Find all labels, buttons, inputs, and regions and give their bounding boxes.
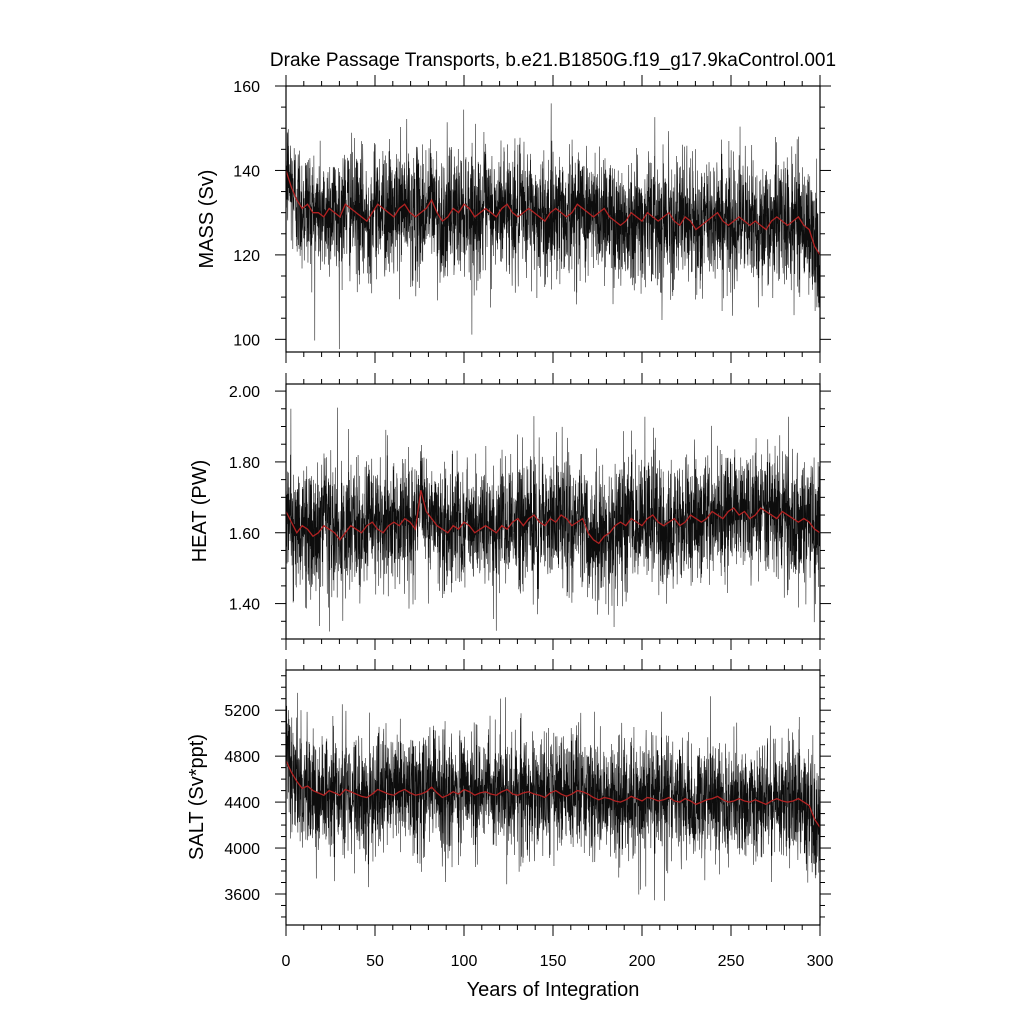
mass-panel: 100 120 140 160 MASS (Sv) bbox=[196, 75, 831, 363]
salt-ylabel: SALT (Sv*ppt) bbox=[186, 734, 208, 860]
x-tick-labels: 0 50 100 150 200 250 300 bbox=[282, 953, 834, 970]
heat-ylabel: HEAT (PW) bbox=[189, 460, 211, 563]
mass-ylabel: MASS (Sv) bbox=[196, 170, 218, 269]
salt-axis-ticks: 3600 4000 4400 4800 5200 bbox=[224, 659, 831, 936]
heat-axis-ticks: 1.40 1.60 1.80 2.00 bbox=[229, 373, 831, 650]
mass-annual-mean-line bbox=[285, 170, 821, 256]
x-axis-label: Years of Integration bbox=[467, 979, 640, 1001]
salt-ytick-label: 4400 bbox=[224, 795, 260, 812]
xtick-label: 50 bbox=[366, 953, 384, 970]
heat-ytick-label: 1.60 bbox=[229, 526, 260, 543]
salt-ytick-label: 4800 bbox=[224, 749, 260, 766]
heat-ytick-label: 1.80 bbox=[229, 455, 260, 472]
heat-ytick-label: 2.00 bbox=[229, 384, 260, 401]
salt-ytick-label: 5200 bbox=[224, 703, 260, 720]
heat-panel: 1.40 1.60 1.80 2.00 HEAT (PW) bbox=[189, 373, 831, 650]
salt-ytick-label: 4000 bbox=[224, 841, 260, 858]
xtick-label: 0 bbox=[282, 953, 291, 970]
salt-panel: 3600 4000 4400 4800 5200 SALT (Sv*ppt) bbox=[186, 659, 831, 936]
xtick-label: 200 bbox=[629, 953, 656, 970]
heat-ytick-label: 1.40 bbox=[229, 597, 260, 614]
salt-monthly-line bbox=[285, 692, 821, 901]
mass-ytick-label: 100 bbox=[233, 332, 260, 349]
salt-annual-mean-line bbox=[285, 760, 821, 828]
xtick-label: 100 bbox=[451, 953, 478, 970]
mass-series bbox=[285, 90, 821, 350]
mass-ytick-label: 120 bbox=[233, 248, 260, 265]
xtick-label: 150 bbox=[540, 953, 567, 970]
heat-series bbox=[285, 407, 821, 632]
xtick-label: 300 bbox=[807, 953, 834, 970]
mass-ytick-label: 160 bbox=[233, 79, 260, 96]
salt-ytick-label: 3600 bbox=[224, 887, 260, 904]
chart-title: Drake Passage Transports, b.e21.B1850G.f… bbox=[270, 50, 836, 71]
heat-annual-mean-line bbox=[285, 490, 821, 545]
mass-ytick-label: 140 bbox=[233, 163, 260, 180]
xtick-label: 250 bbox=[718, 953, 745, 970]
mass-axis-ticks: 100 120 140 160 bbox=[233, 75, 831, 363]
salt-series bbox=[285, 692, 821, 901]
mass-monthly-line bbox=[285, 90, 821, 350]
